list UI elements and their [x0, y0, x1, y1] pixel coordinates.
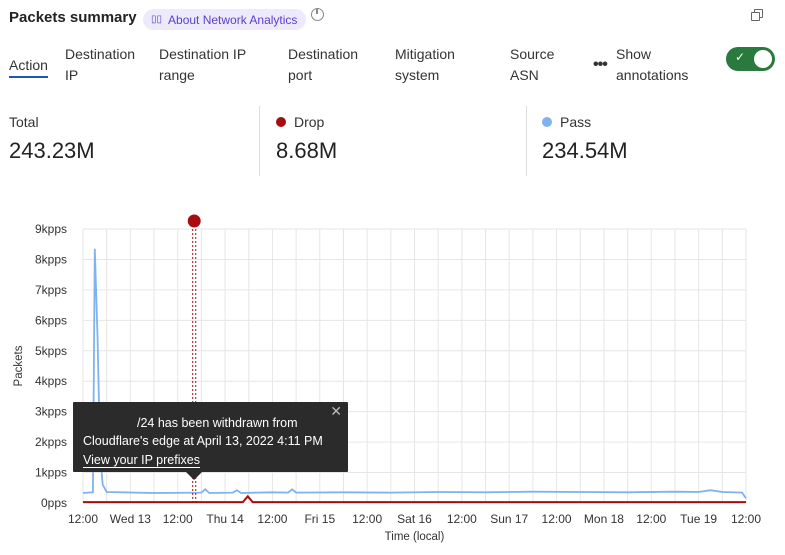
check-icon: ✓ — [735, 50, 746, 64]
tab-mitigation-system[interactable]: Mitigation system — [395, 46, 455, 83]
series-line-drop — [83, 494, 746, 504]
annotation-marker[interactable] — [187, 214, 201, 228]
tab-destination-ip[interactable]: Destination IP — [65, 46, 136, 83]
x-tick-label: 12:00 — [636, 512, 666, 526]
stat-pass-label: Pass — [560, 114, 592, 130]
pass-legend-dot — [542, 117, 552, 127]
stat-drop-label: Drop — [294, 114, 325, 130]
x-tick-label: Sat 16 — [397, 512, 432, 526]
stat-drop-value: 8.68M — [276, 138, 338, 163]
y-tick-label: 9kpps — [35, 222, 67, 236]
tab-destination-ip-range[interactable]: Destination IP range — [159, 46, 246, 83]
about-network-analytics-button[interactable]: ▯▯ About Network Analytics — [143, 9, 307, 30]
show-annotations-label: Show annotations — [616, 46, 689, 83]
series-line-pass — [82, 248, 747, 499]
tab-action[interactable]: Action — [9, 55, 48, 78]
x-tick-label: Tue 19 — [680, 512, 717, 526]
x-tick-label: Thu 14 — [206, 512, 244, 526]
divider — [526, 106, 527, 176]
copy-icon[interactable] — [751, 9, 763, 21]
y-tick-label: 6kpps — [35, 313, 67, 327]
stat-drop[interactable]: Drop 8.68M — [276, 108, 337, 176]
y-tick-label: 7kpps — [35, 283, 67, 297]
x-tick-label: Fri 15 — [304, 512, 335, 526]
y-tick-label: 0pps — [41, 496, 67, 510]
x-tick-label: 12:00 — [352, 512, 382, 526]
page-title: Packets summary — [9, 9, 137, 26]
y-tick-label: 8kpps — [35, 252, 67, 266]
divider — [259, 106, 260, 176]
stat-total: Total 243.23M — [9, 108, 95, 176]
x-tick-label: 12:00 — [542, 512, 572, 526]
y-tick-label: 3kpps — [35, 405, 67, 419]
x-tick-label: Sun 17 — [490, 512, 528, 526]
x-tick-label: Mon 18 — [584, 512, 624, 526]
y-axis-label: Packets — [13, 345, 25, 386]
x-tick-label: 12:00 — [447, 512, 477, 526]
show-annotations-toggle[interactable]: ✓ — [726, 47, 775, 71]
view-ip-prefixes-link[interactable]: View your IP prefixes — [83, 453, 200, 468]
more-tabs-button[interactable]: ••• — [593, 56, 608, 73]
y-tick-label: 2kpps — [35, 435, 67, 449]
x-tick-label: 12:00 — [731, 512, 761, 526]
stat-total-label: Total — [9, 114, 39, 130]
x-tick-label: 12:00 — [68, 512, 98, 526]
tooltip-line-2: Cloudflare's edge at April 13, 2022 4:11… — [83, 434, 323, 448]
stat-total-value: 243.23M — [9, 138, 95, 163]
drop-legend-dot — [276, 117, 286, 127]
annotation-tooltip: ✕ /24 has been withdrawn from Cloudflare… — [73, 402, 348, 480]
book-icon: ▯▯ — [151, 14, 163, 25]
y-tick-label: 4kpps — [35, 374, 67, 388]
y-tick-label: 1kpps — [35, 466, 67, 480]
stat-pass-value: 234.54M — [542, 138, 628, 163]
close-icon[interactable]: ✕ — [330, 403, 342, 419]
history-icon[interactable] — [311, 8, 324, 21]
stat-pass[interactable]: Pass 234.54M — [542, 108, 628, 176]
x-tick-label: 12:00 — [163, 512, 193, 526]
tooltip-line-1: /24 has been withdrawn from — [137, 416, 298, 430]
y-tick-label: 5kpps — [35, 344, 67, 358]
x-axis-label: Time (local) — [385, 531, 445, 543]
tab-destination-port[interactable]: Destination port — [288, 46, 359, 83]
dimension-tabs: Action Destination IP Destination IP ran… — [0, 44, 785, 90]
tab-source-asn[interactable]: Source ASN — [510, 46, 555, 83]
x-tick-label: Wed 13 — [110, 512, 151, 526]
x-tick-label: 12:00 — [257, 512, 287, 526]
about-label: About Network Analytics — [168, 12, 298, 27]
